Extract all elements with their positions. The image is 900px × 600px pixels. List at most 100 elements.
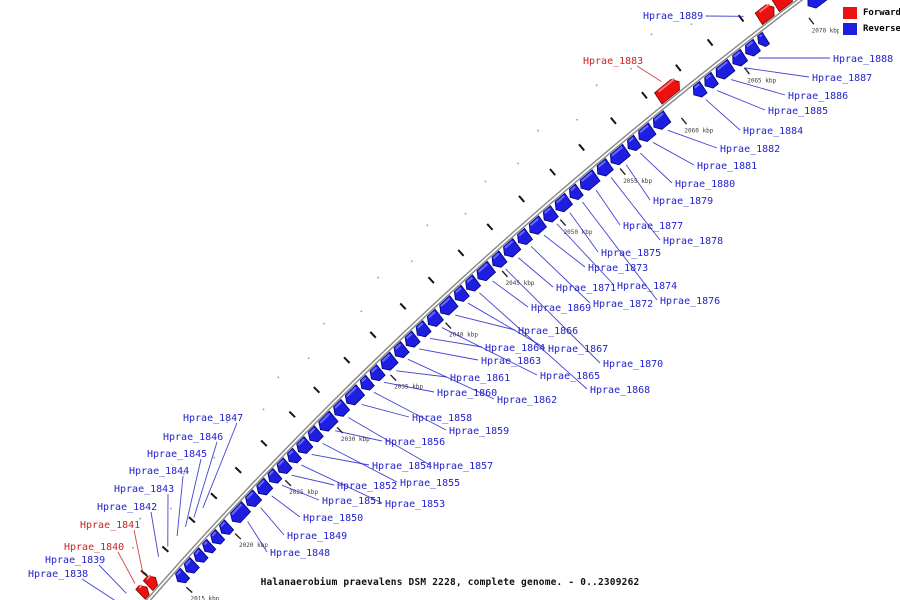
gene-arrow[interactable] [757, 31, 771, 48]
gene-Hprae_1870[interactable] [491, 250, 508, 268]
gene-label-Hprae_1870[interactable]: Hprae_1870 [603, 359, 663, 370]
gene-label-Hprae_1839[interactable]: Hprae_1839 [45, 555, 105, 566]
gene-arrow[interactable] [426, 308, 444, 327]
gene-Hprae_1882[interactable] [652, 110, 672, 130]
gene-Hprae_1862[interactable] [393, 341, 410, 359]
gene-arrow[interactable] [807, 0, 828, 9]
gene-arrow[interactable] [344, 384, 366, 406]
gene-Hprae_1848[interactable] [230, 501, 252, 524]
gene-label-Hprae_1848[interactable]: Hprae_1848 [270, 548, 330, 559]
gene-Hprae_1887[interactable] [732, 48, 749, 67]
gene-Hprae_1879[interactable] [609, 143, 631, 166]
gene-Hprae_1875[interactable] [554, 192, 574, 213]
gene-label-Hprae_1853[interactable]: Hprae_1853 [385, 499, 445, 510]
gene-label-Hprae_1863[interactable]: Hprae_1863 [481, 356, 541, 367]
gene-label-Hprae_1846[interactable]: Hprae_1846 [163, 432, 223, 443]
gene-Hprae_1855[interactable] [307, 425, 324, 443]
gene-label-Hprae_1878[interactable]: Hprae_1878 [663, 236, 723, 247]
gene-Hprae_1856[interactable] [318, 410, 339, 432]
gene-label-Hprae_1879[interactable]: Hprae_1879 [653, 196, 713, 207]
gene-Hprae_1869[interactable] [476, 260, 497, 282]
gene-label-Hprae_1865[interactable]: Hprae_1865 [540, 371, 600, 382]
gene-label-Hprae_1887[interactable]: Hprae_1887 [812, 73, 872, 84]
gene-label-Hprae_1843[interactable]: Hprae_1843 [114, 484, 174, 495]
gene-arrow[interactable] [318, 410, 339, 432]
gene-label-Hprae_1871[interactable]: Hprae_1871 [556, 283, 616, 294]
gene-unlabeled[interactable] [754, 3, 775, 26]
gene-Hprae_1871[interactable] [503, 238, 522, 258]
gene-label-Hprae_1872[interactable]: Hprae_1872 [593, 299, 653, 310]
gene-arrow[interactable] [638, 122, 657, 142]
gene-Hprae_1852[interactable] [276, 457, 293, 475]
gene-arrow[interactable] [135, 585, 150, 600]
gene-label-Hprae_1889[interactable]: Hprae_1889 [643, 11, 703, 22]
gene-Hprae_1849[interactable] [245, 489, 263, 508]
gene-label-Hprae_1883[interactable]: Hprae_1883 [583, 56, 643, 67]
gene-Hprae_1844[interactable] [193, 547, 209, 563]
gene-label-Hprae_1844[interactable]: Hprae_1844 [129, 466, 189, 477]
gene-arrow[interactable] [771, 0, 793, 13]
gene-Hprae_1874[interactable] [542, 205, 559, 223]
gene-unlabeled[interactable] [771, 0, 793, 13]
gene-label-Hprae_1873[interactable]: Hprae_1873 [588, 263, 648, 274]
gene-arrow[interactable] [754, 4, 775, 26]
gene-Hprae_1886[interactable] [715, 58, 736, 80]
gene-Hprae_1876[interactable] [568, 183, 584, 200]
gene-label-Hprae_1851[interactable]: Hprae_1851 [322, 496, 382, 507]
gene-Hprae_1873[interactable] [528, 215, 548, 235]
gene-label-Hprae_1885[interactable]: Hprae_1885 [768, 106, 828, 117]
gene-arrow[interactable] [596, 158, 614, 177]
gene-Hprae_1888[interactable] [745, 38, 761, 57]
gene-Hprae_1878[interactable] [596, 158, 614, 177]
gene-label-Hprae_1858[interactable]: Hprae_1858 [412, 413, 472, 424]
gene-label-Hprae_1886[interactable]: Hprae_1886 [788, 91, 848, 102]
gene-Hprae_1847[interactable] [219, 519, 235, 535]
gene-label-Hprae_1860[interactable]: Hprae_1860 [437, 388, 497, 399]
gene-label-Hprae_1852[interactable]: Hprae_1852 [337, 481, 397, 492]
gene-Hprae_1864[interactable] [415, 320, 432, 338]
gene-label-Hprae_1868[interactable]: Hprae_1868 [590, 385, 650, 396]
gene-label-Hprae_1861[interactable]: Hprae_1861 [450, 373, 510, 384]
gene-label-Hprae_1847[interactable]: Hprae_1847 [183, 413, 243, 424]
gene-arrow[interactable] [528, 215, 548, 235]
gene-label-Hprae_1877[interactable]: Hprae_1877 [623, 221, 683, 232]
gene-label-Hprae_1859[interactable]: Hprae_1859 [449, 426, 509, 437]
gene-label-Hprae_1841[interactable]: Hprae_1841 [80, 520, 140, 531]
gene-label-Hprae_1855[interactable]: Hprae_1855 [400, 478, 460, 489]
gene-label-Hprae_1880[interactable]: Hprae_1880 [675, 179, 735, 190]
gene-arrow[interactable] [476, 260, 497, 282]
gene-label-Hprae_1882[interactable]: Hprae_1882 [720, 144, 780, 155]
gene-arrow[interactable] [230, 501, 252, 524]
gene-Hprae_1842[interactable] [175, 567, 191, 584]
gene-Hprae_1857[interactable] [333, 398, 351, 417]
gene-arrow[interactable] [554, 192, 574, 213]
gene-label-Hprae_1869[interactable]: Hprae_1869 [531, 303, 591, 314]
gene-Hprae_1845[interactable] [202, 538, 217, 554]
gene-Hprae_1867[interactable] [453, 284, 470, 302]
gene-label-Hprae_1862[interactable]: Hprae_1862 [497, 395, 557, 406]
gene-Hprae_1877[interactable] [579, 169, 601, 191]
gene-Hprae_1883[interactable] [653, 78, 680, 105]
gene-Hprae_1885[interactable] [704, 71, 719, 89]
gene-label-Hprae_1876[interactable]: Hprae_1876 [660, 296, 720, 307]
gene-label-Hprae_1845[interactable]: Hprae_1845 [147, 449, 207, 460]
gene-Hprae_1846[interactable] [210, 529, 226, 545]
gene-label-Hprae_1884[interactable]: Hprae_1884 [743, 126, 803, 137]
gene-arrow[interactable] [245, 489, 263, 508]
gene-unlabeled[interactable] [807, 0, 828, 9]
gene-label-Hprae_1867[interactable]: Hprae_1867 [548, 344, 608, 355]
gene-Hprae_1853[interactable] [286, 447, 302, 464]
gene-arrow[interactable] [579, 169, 601, 191]
gene-arrow[interactable] [609, 143, 631, 166]
gene-Hprae_1843[interactable] [183, 557, 200, 574]
gene-arrow[interactable] [256, 477, 274, 496]
gene-label-Hprae_1842[interactable]: Hprae_1842 [97, 502, 157, 513]
gene-arrow[interactable] [715, 58, 736, 80]
gene-label-Hprae_1864[interactable]: Hprae_1864 [485, 343, 545, 354]
gene-label-Hprae_1866[interactable]: Hprae_1866 [518, 326, 578, 337]
gene-label-Hprae_1888[interactable]: Hprae_1888 [833, 54, 893, 65]
gene-Hprae_1866[interactable] [439, 295, 459, 316]
gene-Hprae_1889[interactable] [757, 31, 771, 48]
gene-Hprae_1858[interactable] [344, 384, 366, 406]
gene-label-Hprae_1840[interactable]: Hprae_1840 [64, 542, 124, 553]
